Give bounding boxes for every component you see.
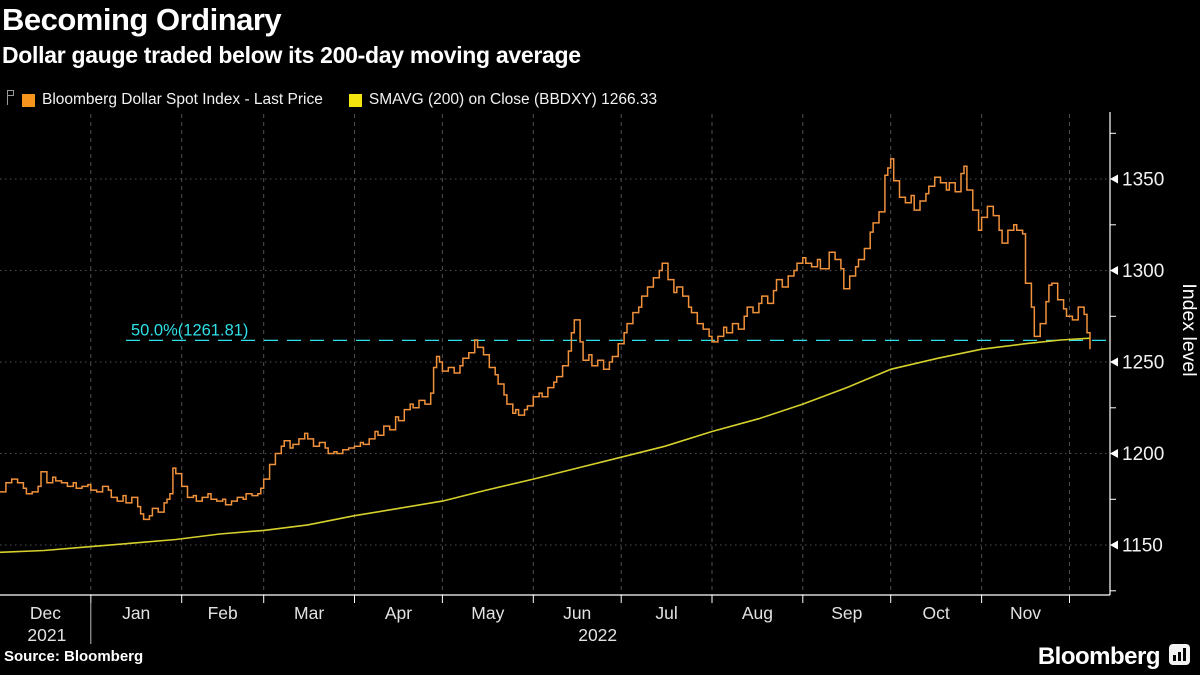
x-year-label: 2022 xyxy=(578,625,617,645)
x-month-label: Apr xyxy=(385,603,412,623)
legend-label-price: Bloomberg Dollar Spot Index - Last Price xyxy=(42,91,323,108)
y-tick-label: 1200 xyxy=(1122,444,1164,465)
study-flag-icon xyxy=(6,89,18,111)
price-series xyxy=(0,158,1091,521)
legend-swatch-smavg-icon xyxy=(348,93,362,107)
chart-subtitle: Dollar gauge traded below its 200-day mo… xyxy=(2,42,581,68)
x-month-label: Nov xyxy=(1010,603,1041,623)
y-tick-label: 1300 xyxy=(1122,261,1164,282)
x-month-label: Oct xyxy=(922,603,949,623)
x-month-label: Jan xyxy=(122,603,150,623)
y-tick-arrow-icon xyxy=(1110,540,1118,550)
chart-title: Becoming Ordinary xyxy=(2,2,282,37)
legend-item-price: Bloomberg Dollar Spot Index - Last Price xyxy=(22,91,323,109)
bloomberg-logo: Bloomberg xyxy=(1038,643,1190,671)
x-month-label: Feb xyxy=(208,603,238,623)
legend-item-smavg: SMAVG (200) on Close (BBDXY) 1266.33 xyxy=(348,91,658,109)
y-tick-label: 1150 xyxy=(1122,536,1163,557)
price-chart: 1150 1200 1250 1300 1350 Dec Jan Feb Mar Apr May Ju… xyxy=(0,112,1200,645)
y-tick-arrow-icon xyxy=(1110,266,1118,275)
sma-series xyxy=(0,337,1091,554)
y-tick-label: 1250 xyxy=(1122,353,1164,374)
x-month-label: Aug xyxy=(742,603,773,623)
legend-swatch-price-icon xyxy=(22,93,35,107)
legend-label-smavg: SMAVG (200) on Close (BBDXY) 1266.33 xyxy=(368,91,658,108)
x-month-label: Dec xyxy=(30,603,61,623)
x-month-label: Mar xyxy=(294,603,324,623)
bloomberg-logo-icon xyxy=(1169,644,1190,670)
chart-legend: Bloomberg Dollar Spot Index - Last Price… xyxy=(6,89,683,111)
x-month-label: Jun xyxy=(563,603,591,623)
x-year-label: 2021 xyxy=(27,625,66,645)
fifty-percent-label: 50.0%(1261.81) xyxy=(131,321,248,339)
x-month-label: Sep xyxy=(831,603,862,623)
x-month-label: Jul xyxy=(655,603,677,623)
source-label: Source: Bloomberg xyxy=(4,648,144,665)
y-tick-arrow-icon xyxy=(1110,357,1118,367)
x-month-label: May xyxy=(471,603,504,623)
y-tick-arrow-icon xyxy=(1110,449,1118,458)
y-tick-label: 1350 xyxy=(1122,170,1164,191)
y-axis-title: Index level xyxy=(1178,283,1200,376)
y-tick-arrow-icon xyxy=(1110,174,1118,184)
bloomberg-logo-text: Bloomberg xyxy=(1037,643,1161,670)
